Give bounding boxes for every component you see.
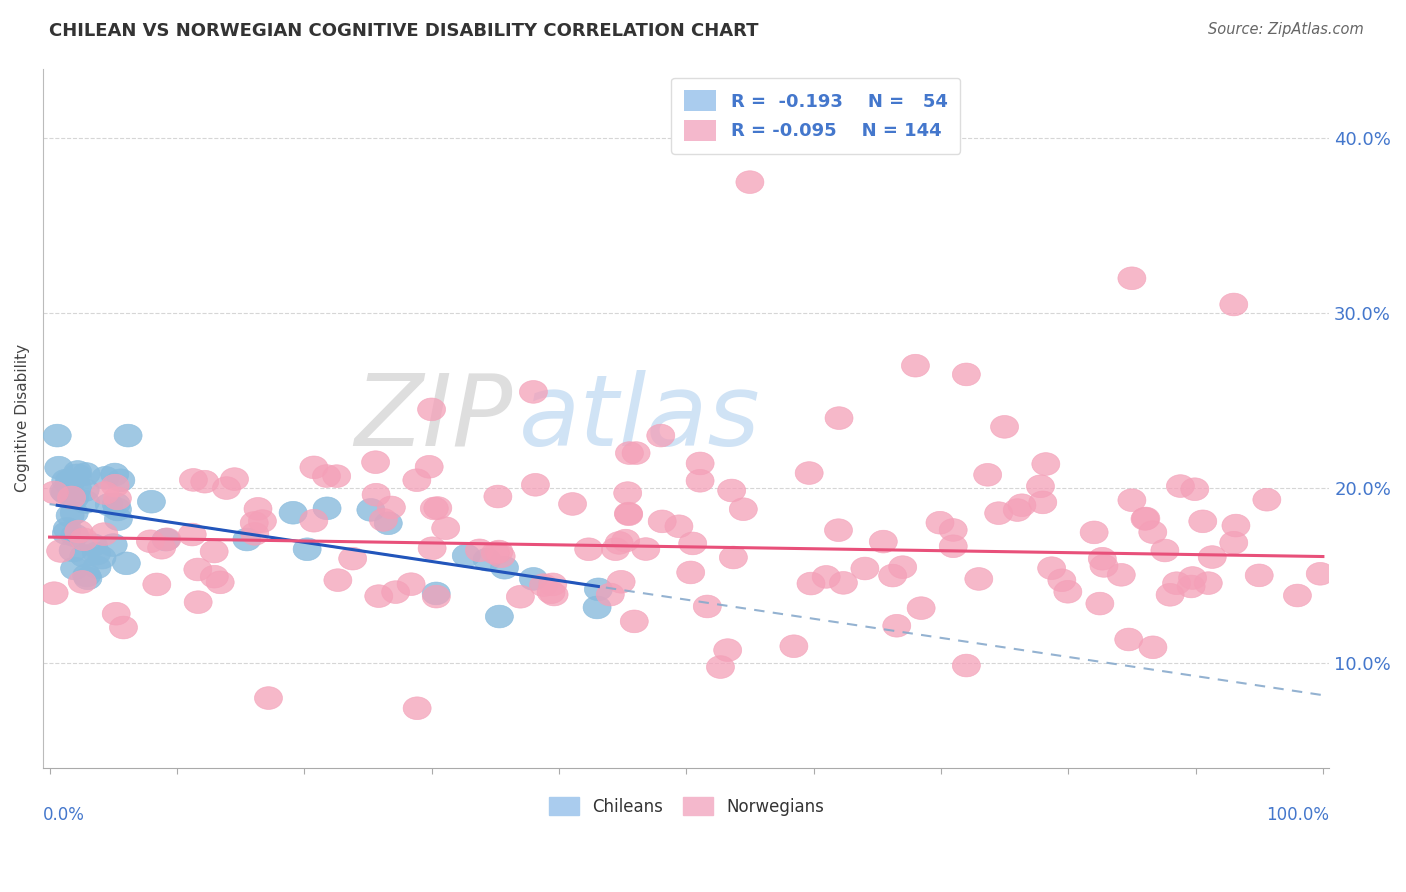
Text: ZIP: ZIP (354, 369, 513, 467)
Text: CHILEAN VS NORWEGIAN COGNITIVE DISABILITY CORRELATION CHART: CHILEAN VS NORWEGIAN COGNITIVE DISABILIT… (49, 22, 759, 40)
Text: Source: ZipAtlas.com: Source: ZipAtlas.com (1208, 22, 1364, 37)
Text: atlas: atlas (519, 369, 761, 467)
Text: 0.0%: 0.0% (44, 806, 86, 824)
Legend: Chileans, Norwegians: Chileans, Norwegians (541, 791, 831, 822)
Y-axis label: Cognitive Disability: Cognitive Disability (15, 344, 30, 492)
Text: 100.0%: 100.0% (1267, 806, 1329, 824)
